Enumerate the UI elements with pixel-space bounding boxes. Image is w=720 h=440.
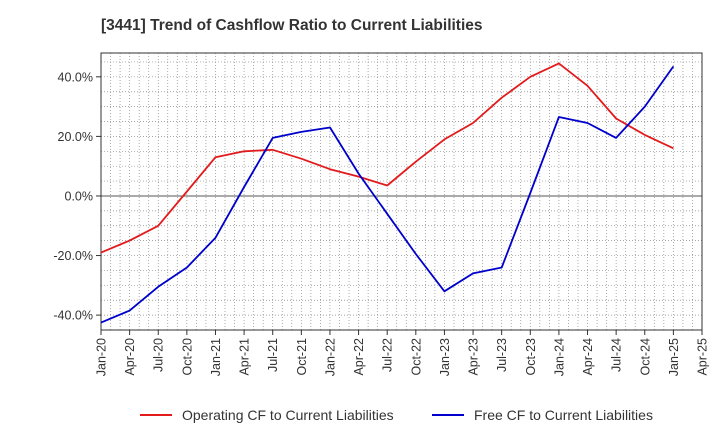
x-tick-label: Oct-22 [409,338,423,376]
x-tick-label: Jan-24 [552,338,566,376]
x-tick-label: Jan-25 [667,338,681,376]
y-tick-label: -40.0% [53,309,93,323]
series-line-1 [100,62,674,254]
x-tick-label: Jul-22 [381,338,395,372]
x-tick-label: Apr-21 [238,338,252,376]
x-tick-label: Apr-22 [352,338,366,376]
y-tick-label: 20.0% [58,130,93,144]
x-tick-label: Jul-23 [495,338,509,372]
y-tick-label: 40.0% [58,70,93,84]
x-axis: Jan-20 Apr-20 Jul-20 Oct-20 Jan-21 Apr-21 Jul-… [95,330,710,376]
x-tick-label: Jul-24 [610,338,624,372]
x-tick-label: Oct-24 [638,338,652,376]
chart-title: [3441] Trend of Cashflow Ratio to Curren… [101,17,483,34]
x-tick-label: Jul-21 [266,338,280,372]
legend: Operating CF to Current Liabilities Free … [140,407,653,423]
plot-area-border [100,52,703,331]
x-tick-label: Jan-20 [95,338,109,376]
y-tick-label: -20.0% [53,249,93,263]
series-lines [100,62,675,324]
x-tick-label: Jan-23 [438,338,452,376]
x-tick-label: Oct-21 [295,338,309,376]
x-tick-label: Apr-24 [581,338,595,376]
y-axis: -40.0% -20.0% 0.0% 20.0% 40.0% [53,70,101,323]
x-tick-label: Apr-20 [123,338,137,376]
x-tick-label: Jul-20 [152,338,166,372]
y-tick-label: 0.0% [65,189,94,203]
x-tick-label: Jan-22 [323,338,337,376]
x-tick-label: Oct-20 [180,338,194,376]
series-line-2 [100,65,675,324]
grid-lines [100,53,703,331]
x-tick-label: Apr-23 [467,338,481,376]
legend-label-1: Operating CF to Current Liabilities [182,407,394,423]
x-tick-label: Oct-23 [524,338,538,376]
x-tick-label: Jan-21 [209,338,223,376]
legend-label-2: Free CF to Current Liabilities [474,407,653,423]
x-tick-label: Apr-25 [696,338,710,376]
